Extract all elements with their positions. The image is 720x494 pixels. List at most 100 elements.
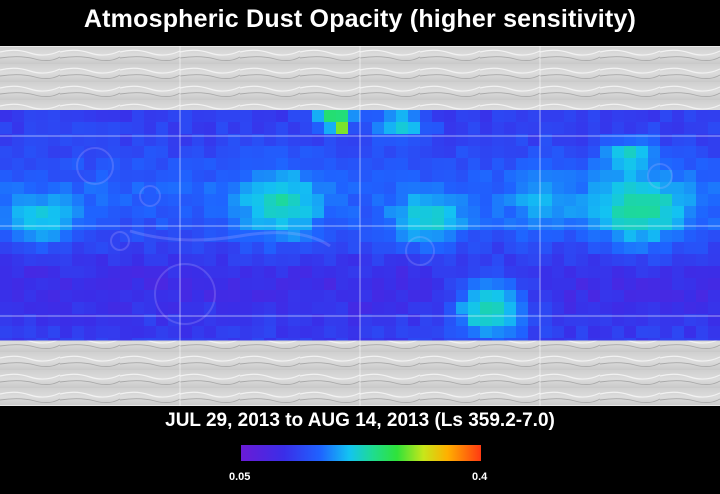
heatmap-cell [252,194,265,207]
heatmap-cell [648,134,661,147]
heatmap-cell [252,290,265,303]
heatmap-cell [96,242,109,255]
heatmap-cell [348,194,361,207]
heatmap-cell [288,302,301,315]
heatmap-cell [348,290,361,303]
heatmap-cell [156,122,169,135]
heatmap-cell [372,278,385,291]
heatmap-cell [300,278,313,291]
heatmap-cell [480,194,493,207]
heatmap-cell [660,158,673,171]
heatmap-cell [168,182,181,195]
heatmap-cell [108,338,121,341]
heatmap-cell [336,194,349,207]
heatmap-cell [228,206,241,219]
heatmap-cell [564,338,577,341]
heatmap-cell [96,206,109,219]
heatmap-cell [144,182,157,195]
heatmap-cell [636,290,649,303]
heatmap-cell [36,206,49,219]
heatmap-cell [324,146,337,159]
heatmap-cell [372,314,385,327]
heatmap-cell [252,242,265,255]
heatmap-cell [636,194,649,207]
heatmap-cell [672,338,685,341]
heatmap-cell [432,326,445,339]
heatmap-cell [708,182,720,195]
heatmap-cell [48,158,61,171]
heatmap-cell [276,242,289,255]
heatmap-cell [180,314,193,327]
heatmap-cell [528,254,541,267]
heatmap-cell [132,218,145,231]
heatmap-cell [672,230,685,243]
heatmap-cell [384,302,397,315]
heatmap-cell [264,182,277,195]
heatmap-cell [336,278,349,291]
heatmap-cell [612,170,625,183]
heatmap-cell [204,218,217,231]
heatmap-cell [468,314,481,327]
heatmap-cell [600,170,613,183]
heatmap-cell [636,110,649,123]
heatmap-cell [12,266,25,279]
heatmap-cell [600,254,613,267]
heatmap-cell [432,254,445,267]
heatmap-cell [108,194,121,207]
heatmap-cell [624,278,637,291]
heatmap-cell [108,326,121,339]
heatmap-cell [408,254,421,267]
heatmap-cell [540,158,553,171]
heatmap-cell [360,278,373,291]
heatmap-cell [144,218,157,231]
heatmap-cell [600,242,613,255]
heatmap-cell [108,314,121,327]
heatmap-cell [588,170,601,183]
heatmap-cell [216,254,229,267]
heatmap-cell [36,326,49,339]
heatmap-cell [372,254,385,267]
heatmap-cell [408,134,421,147]
heatmap-cell [444,194,457,207]
heatmap-cell [156,158,169,171]
heatmap-cell [312,122,325,135]
heatmap-cell [300,122,313,135]
heatmap-cell [588,314,601,327]
heatmap-cell [624,158,637,171]
heatmap-cell [708,266,720,279]
heatmap-cell [372,158,385,171]
heatmap-cell [204,110,217,123]
heatmap-cell [540,218,553,231]
heatmap-cell [576,302,589,315]
heatmap-cell [120,242,133,255]
heatmap-cell [216,134,229,147]
heatmap-cell [456,254,469,267]
heatmap-cell [72,122,85,135]
heatmap-cell [168,326,181,339]
heatmap-cell [492,218,505,231]
heatmap-cell [120,206,133,219]
heatmap-cell [600,110,613,123]
heatmap-cell [624,326,637,339]
heatmap-cell [0,170,13,183]
heatmap-cell [456,122,469,135]
heatmap-cell [420,254,433,267]
heatmap-cell [60,182,73,195]
heatmap-cell [612,278,625,291]
heatmap-cell [528,122,541,135]
heatmap-cell [480,146,493,159]
heatmap-cell [672,182,685,195]
heatmap-cell [216,278,229,291]
heatmap-cell [648,206,661,219]
heatmap-cell [588,194,601,207]
heatmap-cell [444,134,457,147]
heatmap-cell [168,146,181,159]
heatmap-cell [60,314,73,327]
heatmap-cell [516,254,529,267]
heatmap-cell [312,326,325,339]
heatmap-cell [420,242,433,255]
heatmap-cell [264,158,277,171]
heatmap-cell [384,338,397,341]
heatmap-cell [420,338,433,341]
heatmap-cell [624,194,637,207]
